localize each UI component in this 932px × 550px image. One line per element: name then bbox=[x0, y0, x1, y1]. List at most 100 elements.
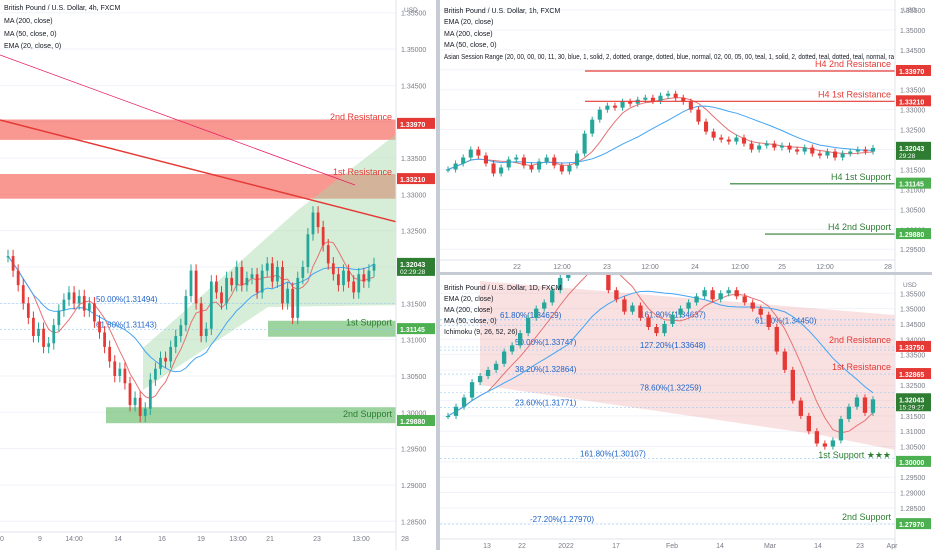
indicator-label: MA (200, close) bbox=[4, 18, 53, 25]
candle bbox=[643, 97, 648, 100]
level-label: H4 1st Support bbox=[831, 172, 892, 182]
price-tick: 1.30500 bbox=[900, 207, 925, 214]
time-tick: 17 bbox=[612, 543, 620, 550]
price-badge-label: 1.33210 bbox=[899, 99, 924, 106]
time-tick: 24 bbox=[691, 264, 699, 271]
price-badge-label: 1.32043 bbox=[899, 397, 924, 404]
candle bbox=[506, 159, 511, 168]
price-tick: 1.31000 bbox=[900, 429, 925, 436]
candle bbox=[169, 346, 173, 362]
candle bbox=[32, 317, 35, 337]
candle bbox=[537, 161, 542, 170]
candle bbox=[118, 368, 122, 376]
candle bbox=[11, 256, 15, 271]
candle bbox=[189, 270, 193, 297]
candle bbox=[802, 147, 807, 152]
candle bbox=[779, 145, 784, 148]
price-badge bbox=[896, 393, 931, 412]
price-badge-label: 1.33210 bbox=[400, 177, 425, 184]
time-tick: 19 bbox=[197, 536, 205, 543]
candle bbox=[741, 137, 747, 144]
price-tick: 1.29000 bbox=[401, 483, 426, 490]
time-tick: Feb bbox=[666, 543, 678, 550]
candle bbox=[622, 299, 627, 312]
candle bbox=[766, 314, 771, 327]
chart-1d[interactable]: 61.80%(1.34629) 50.00%(1.33747) 38.20%(1.3… bbox=[440, 275, 932, 550]
candle bbox=[718, 293, 723, 300]
time-tick: 28 bbox=[884, 264, 892, 271]
candle bbox=[250, 274, 254, 278]
fib-label: 78.60%(1.32259) bbox=[640, 384, 702, 393]
price-badge bbox=[896, 368, 931, 380]
candle bbox=[650, 97, 655, 101]
candle bbox=[534, 308, 539, 318]
candle bbox=[331, 263, 335, 275]
candle bbox=[742, 296, 747, 303]
candle bbox=[179, 325, 183, 337]
candle bbox=[846, 406, 852, 419]
time-tick: 23 bbox=[856, 543, 864, 550]
candle bbox=[654, 326, 659, 334]
ma50-line bbox=[447, 105, 874, 170]
time-tick: 14 bbox=[114, 536, 122, 543]
candle bbox=[662, 323, 667, 334]
candle bbox=[225, 277, 228, 304]
candle bbox=[544, 157, 549, 162]
candle bbox=[552, 157, 557, 166]
price-tick: 1.35000 bbox=[401, 47, 426, 54]
price-badge-label: 1.32043 bbox=[899, 146, 924, 153]
price-tick: 1.35000 bbox=[900, 28, 925, 35]
candle bbox=[567, 165, 572, 172]
candle bbox=[499, 167, 504, 174]
candle bbox=[87, 303, 91, 311]
candle bbox=[638, 305, 643, 318]
time-tick: 23 bbox=[313, 536, 321, 543]
candle bbox=[838, 418, 844, 441]
candle bbox=[782, 351, 787, 370]
chart-4h[interactable]: 50.00%(1.31494) 61.80%(1.31143) 2nd Resist… bbox=[0, 0, 436, 550]
time-tick: Mar bbox=[764, 543, 777, 550]
candle bbox=[758, 308, 763, 315]
candle bbox=[710, 290, 715, 300]
candle bbox=[822, 443, 828, 447]
candle bbox=[703, 121, 709, 132]
price-tick: 1.33500 bbox=[401, 156, 426, 163]
candle bbox=[468, 149, 473, 158]
candle bbox=[133, 397, 137, 406]
candle bbox=[772, 143, 777, 148]
ema20-line bbox=[447, 275, 874, 434]
candle bbox=[321, 227, 325, 246]
candle bbox=[159, 357, 162, 369]
indicator-label: MA (200, close) bbox=[444, 31, 493, 38]
vertical-divider[interactable] bbox=[436, 0, 440, 550]
candle bbox=[445, 169, 451, 171]
price-badge bbox=[896, 95, 931, 107]
candle bbox=[483, 155, 488, 164]
fib-label: -27.20%(1.27970) bbox=[530, 515, 594, 524]
price-badge bbox=[397, 323, 435, 335]
horizontal-divider[interactable] bbox=[440, 272, 932, 275]
price-badge bbox=[896, 141, 931, 160]
ma50-line bbox=[7, 255, 375, 373]
candle bbox=[630, 305, 635, 312]
level-label: 1st Resistance bbox=[333, 167, 392, 177]
candle bbox=[814, 431, 820, 444]
candle bbox=[787, 145, 792, 150]
candle bbox=[566, 275, 571, 278]
price-tick: 1.32500 bbox=[900, 383, 925, 390]
candle bbox=[67, 292, 71, 300]
price-badge-countdown: 29:28 bbox=[899, 153, 916, 160]
candle bbox=[445, 415, 451, 418]
level-label: 1st Support ★★★ bbox=[818, 450, 891, 460]
candle bbox=[154, 368, 157, 380]
candle bbox=[734, 290, 739, 297]
candle bbox=[453, 163, 458, 170]
candle bbox=[612, 105, 618, 108]
candle bbox=[77, 296, 81, 304]
price-badge-label: 1.33970 bbox=[400, 122, 425, 129]
candle bbox=[817, 153, 822, 156]
price-badge-countdown: 02:29:28 bbox=[400, 269, 426, 276]
indicator-label: Ichimoku (9, 26, 52, 26) bbox=[444, 329, 518, 336]
chart-1h[interactable]: H4 2nd Resistance H4 1st Resistance H4 1st… bbox=[440, 0, 932, 272]
price-tick: 1.35500 bbox=[401, 11, 426, 18]
